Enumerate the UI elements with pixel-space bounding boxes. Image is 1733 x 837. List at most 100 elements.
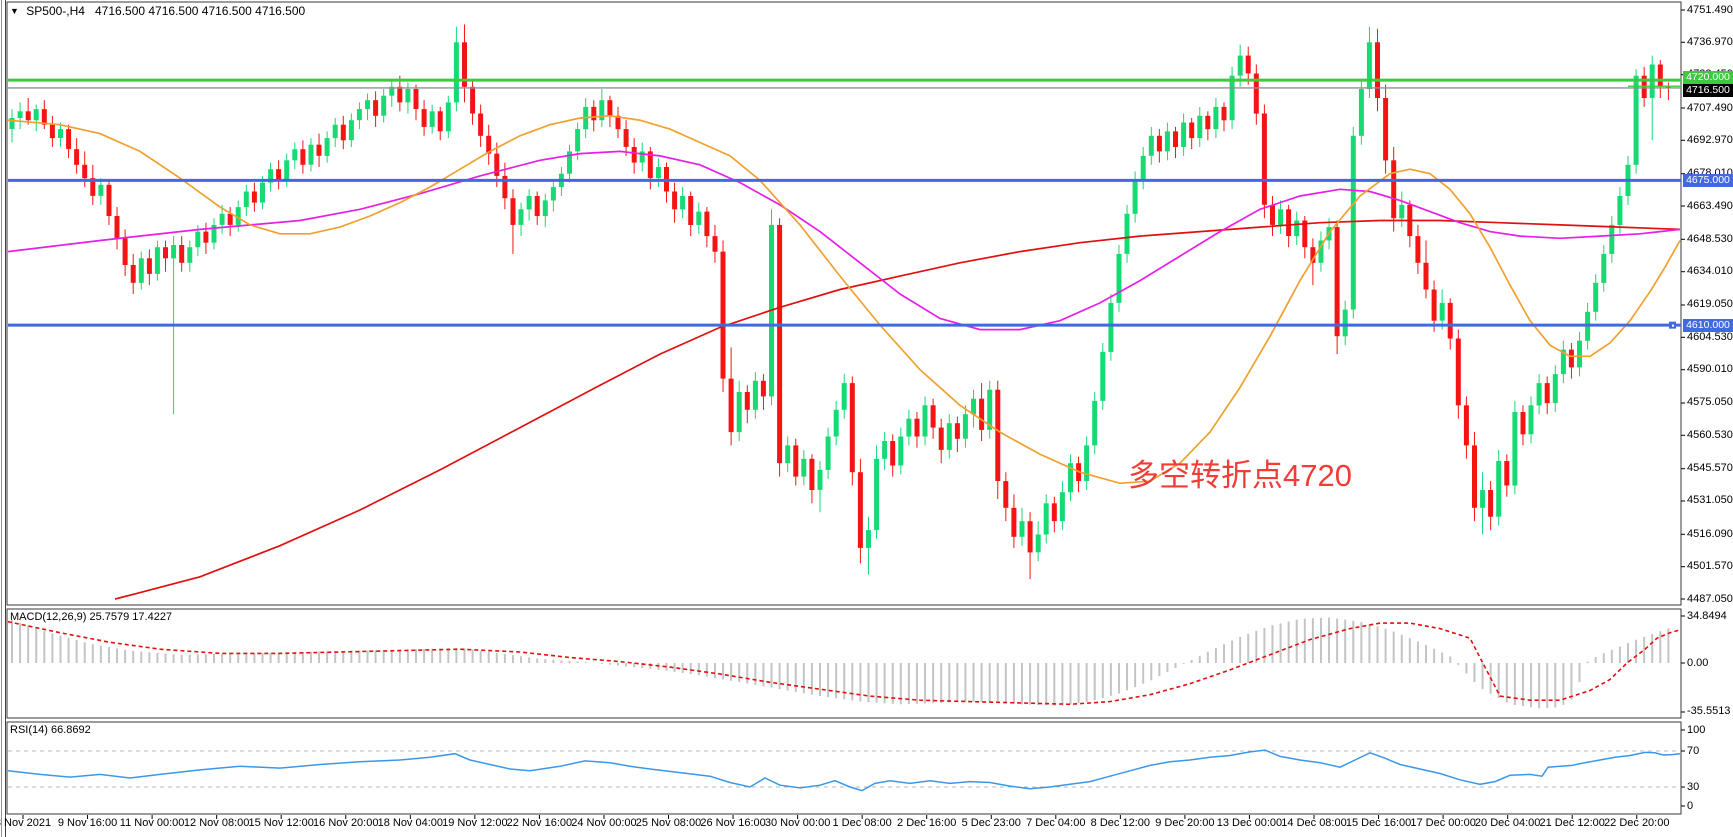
time-axis-label: 18 Nov 04:00 [377, 817, 444, 829]
candle-body [478, 113, 484, 136]
candle-body [340, 124, 346, 141]
candle-body [712, 236, 718, 252]
candle-body [922, 405, 928, 437]
time-axis-label: 17 Dec 00:00 [1410, 817, 1476, 829]
candle-body [494, 153, 500, 176]
chart-text-annotation[interactable]: 多空转折点4720 [1128, 458, 1352, 493]
candle-body [470, 86, 476, 114]
candle-body [1027, 521, 1033, 553]
candle-body [1051, 503, 1057, 522]
rsi-axis-label: 100 [1687, 723, 1706, 736]
window-border-left-outer [1, 0, 2, 837]
candle-body [381, 95, 387, 116]
time-axis-label: 7 Dec 04:00 [1026, 817, 1086, 829]
candle-body [979, 398, 985, 430]
candle-body [356, 109, 362, 121]
candle-body [1310, 247, 1316, 263]
time-axis-label: 22 Dec 20:00 [1604, 817, 1670, 829]
candle-body [550, 187, 556, 201]
price-axis-label: 4751.490 [1687, 3, 1733, 16]
candle-body [462, 42, 467, 87]
price-axis-label: 4648.530 [1687, 232, 1733, 245]
candle-body [898, 436, 904, 466]
candle-body [1286, 209, 1292, 236]
candle-body [1415, 236, 1421, 263]
price-axis-label: 4707.490 [1687, 101, 1733, 114]
time-axis-label: 2 Dec 16:00 [897, 817, 957, 829]
candle-body [882, 441, 888, 459]
time-axis-label: 15 Nov 12:00 [248, 817, 314, 829]
chart-title: ▼ SP500-,H4 4716.500 4716.500 4716.500 4… [10, 4, 305, 18]
candle-body [445, 102, 451, 132]
candle-body [1278, 209, 1284, 225]
rsi-line [7, 749, 1681, 792]
candle-body [114, 216, 120, 239]
candle-body [421, 109, 427, 127]
candle-body [58, 129, 63, 138]
candle-body [1261, 113, 1267, 205]
candle-body [106, 184, 112, 216]
candle-body [1237, 55, 1243, 76]
candle-body [987, 389, 993, 430]
candle-body [251, 191, 257, 203]
candle-body [1043, 503, 1049, 535]
candle-body [567, 151, 572, 174]
time-axis-label: 8 Dec 12:00 [1090, 817, 1151, 829]
candle-body [785, 445, 791, 464]
candle-body [1560, 349, 1566, 375]
candle-body [17, 111, 23, 118]
hline-handle-dot [1672, 324, 1674, 327]
current-price-badge: 4716.500 [1683, 83, 1733, 97]
candle-body [647, 151, 653, 179]
candle-body [1059, 492, 1065, 522]
candle-body [98, 184, 104, 196]
symbol-dropdown-icon[interactable]: ▼ [10, 6, 19, 16]
candle-body [1173, 131, 1178, 147]
price-axis-label: 4590.010 [1687, 363, 1733, 376]
time-axis-label: 22 Nov 16:00 [506, 817, 573, 829]
candle-body [1164, 131, 1170, 152]
candle-body [510, 198, 516, 225]
candle-body [615, 115, 621, 130]
time-axis-label: 12 Nov 08:00 [183, 817, 250, 829]
price-axis-label: 4619.050 [1687, 298, 1733, 311]
candle-body [1609, 224, 1615, 254]
candle-body [1108, 302, 1114, 352]
candle-body [292, 149, 298, 161]
time-axis-label: 9 Dec 20:00 [1155, 817, 1215, 829]
candle-body [1253, 73, 1259, 114]
candle-body [1463, 405, 1469, 446]
candle-body [1504, 461, 1510, 486]
time-axis-label: 14 Dec 08:00 [1281, 817, 1347, 829]
candle-body [1229, 75, 1235, 121]
time-axis-label: 25 Nov 08:00 [635, 817, 702, 829]
hline-price-badge-4720: 4720.000 [1683, 71, 1733, 85]
time-axis-label: 13 Dec 00:00 [1216, 817, 1283, 829]
candle-body [195, 231, 201, 248]
candle-body [631, 147, 637, 163]
candle-body [591, 106, 597, 121]
candle-body [1181, 122, 1187, 147]
candle-body [316, 144, 322, 156]
candle-body [607, 100, 613, 116]
candle-body [623, 129, 629, 147]
candle-body [793, 445, 799, 477]
candle-body [866, 530, 871, 548]
candle-body [825, 436, 831, 470]
time-axis-label: 1 Dec 08:00 [832, 817, 892, 829]
candle-body [66, 129, 72, 150]
candle-body [1245, 55, 1251, 74]
candle-body [1270, 204, 1275, 225]
candle-body [1003, 481, 1009, 508]
candle-body [146, 258, 152, 274]
rsi-axis-label: 30 [1687, 780, 1700, 793]
candle-body [502, 175, 508, 199]
candle-body [1035, 534, 1041, 553]
price-axis-label: 4736.970 [1687, 35, 1733, 48]
candle-body [437, 111, 443, 132]
candle-body [1156, 135, 1162, 152]
symbol-timeframe: SP500-,H4 [26, 4, 85, 18]
candle-body [1528, 405, 1534, 435]
candle-body [946, 423, 952, 450]
